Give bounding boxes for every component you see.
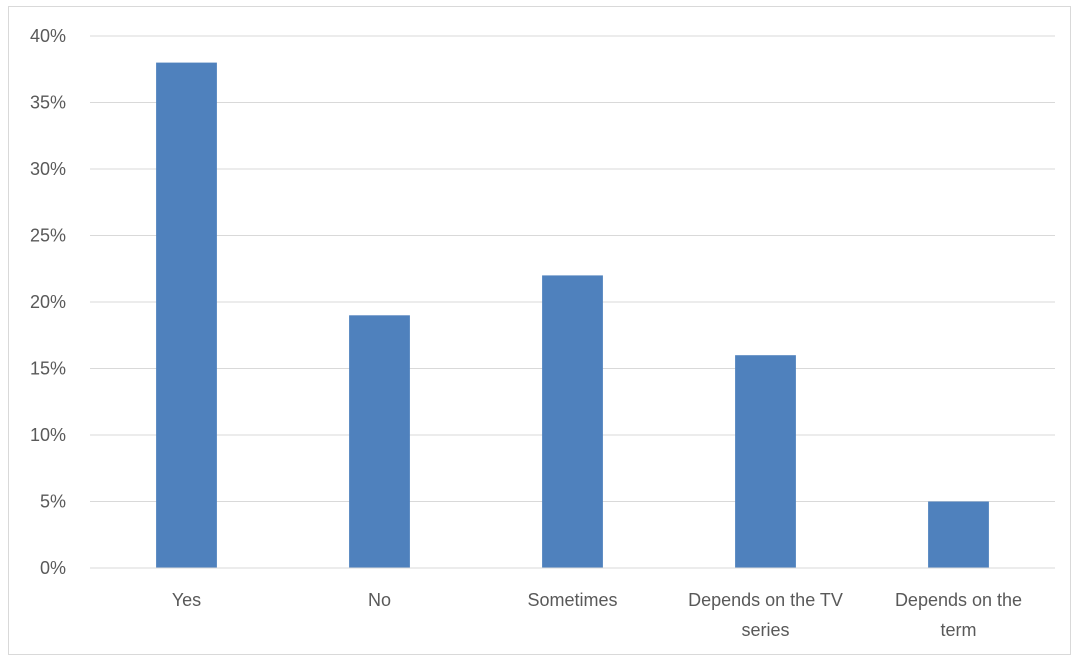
- x-category-label-line: Depends on the TV: [688, 590, 843, 610]
- bar: [349, 315, 410, 568]
- y-tick-label: 40%: [30, 26, 66, 46]
- bar: [928, 501, 989, 568]
- x-category-label: Depends on the term: [895, 590, 1022, 640]
- bars: [156, 62, 989, 568]
- y-tick-label: 35%: [30, 93, 66, 113]
- y-tick-label: 10%: [30, 425, 66, 445]
- x-category-label: Depends on the TV series: [688, 590, 843, 640]
- x-category-label-line: series: [741, 620, 789, 640]
- x-category-label-line: Yes: [172, 590, 201, 610]
- y-tick-label: 15%: [30, 359, 66, 379]
- x-axis-category-labels: Yes No Sometimes Depends on the TV seriesDep…: [172, 590, 1022, 640]
- y-tick-label: 20%: [30, 292, 66, 312]
- bar: [156, 62, 217, 568]
- y-tick-label: 25%: [30, 226, 66, 246]
- x-category-label: No: [368, 590, 391, 610]
- bar: [735, 355, 796, 568]
- bar: [542, 275, 603, 568]
- gridlines: [90, 35, 1055, 502]
- x-category-label: Sometimes: [527, 590, 617, 610]
- x-category-label: Yes: [172, 590, 201, 610]
- y-axis-tick-labels: 0% 5% 10% 15% 20% 25% 30% 35% 40%: [30, 26, 66, 578]
- y-tick-label: 30%: [30, 159, 66, 179]
- x-category-label-line: Sometimes: [527, 590, 617, 610]
- y-tick-label: 5%: [40, 492, 66, 512]
- y-tick-label: 0%: [40, 558, 66, 578]
- x-category-label-line: No: [368, 590, 391, 610]
- x-category-label-line: term: [941, 620, 977, 640]
- x-category-label-line: Depends on the: [895, 590, 1022, 610]
